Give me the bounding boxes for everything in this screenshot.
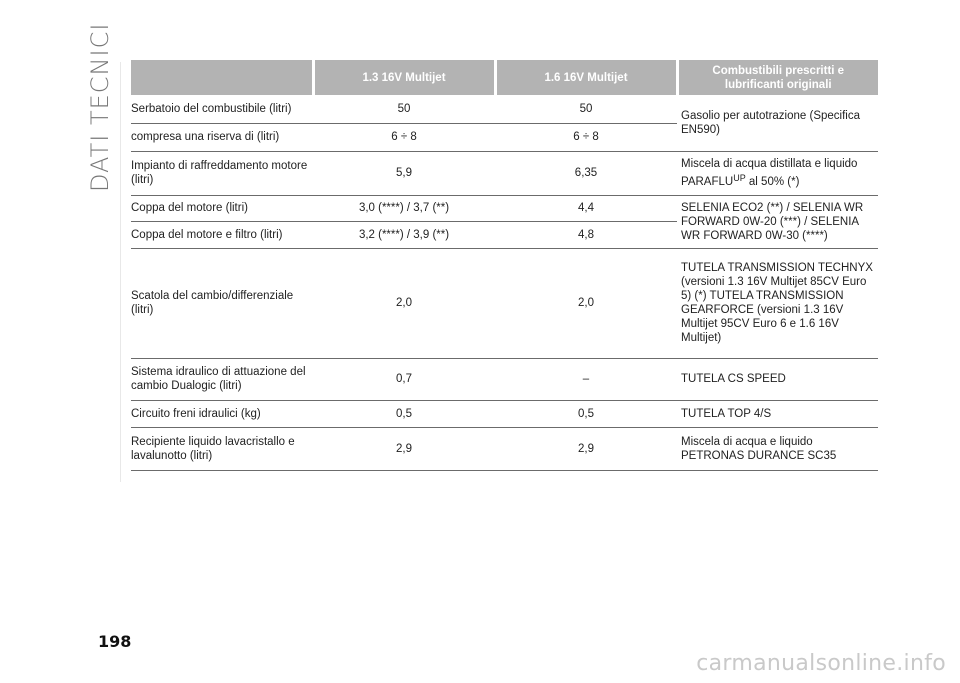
value-1-3: 50 [313, 95, 495, 124]
capacities-table: 1.3 16V Multijet 1.6 16V Multijet Combus… [131, 60, 878, 471]
table-row: Sistema idraulico di attuazione del camb… [131, 358, 878, 401]
fluid-spec: SELENIA ECO2 (**) / SELENIA WR FORWARD 0… [677, 195, 878, 249]
value-1-6: 6 ÷ 8 [495, 123, 677, 152]
row-label: Scatola del cambio/differenziale (litri) [131, 248, 313, 359]
table-row: Coppa del motore e filtro (litri) 3,2 (*… [131, 221, 878, 249]
value-1-3: 5,9 [313, 151, 495, 196]
row-label: compresa una riserva di (litri) [131, 123, 313, 152]
value-1-3: 3,2 (****) / 3,9 (**) [313, 221, 495, 249]
value-1-3: 0,5 [313, 400, 495, 428]
table-header-row: 1.3 16V Multijet 1.6 16V Multijet Combus… [131, 60, 878, 95]
value-1-3: 3,0 (****) / 3,7 (**) [313, 195, 495, 222]
table-row: Coppa del motore (litri) 3,0 (****) / 3,… [131, 195, 878, 249]
fluid-spec-superscript: UP [733, 173, 746, 183]
header-engine-1-3: 1.3 16V Multijet [313, 60, 497, 95]
fluid-spec: TUTELA TRANSMISSION TECHNYX (versioni 1.… [677, 248, 878, 359]
value-1-3: 0,7 [313, 358, 495, 401]
value-1-6: 4,4 [495, 195, 677, 222]
table-row: Scatola del cambio/differenziale (litri)… [131, 248, 878, 359]
value-1-6: – [495, 358, 677, 401]
table-row: Serbatoio del combustibile (litri) 50 50… [131, 95, 878, 152]
header-fluids: Combustibili prescritti e lubrificanti o… [677, 60, 878, 95]
fluid-spec: Miscela di acqua distillata e liquido PA… [677, 151, 878, 196]
value-1-6: 4,8 [495, 221, 677, 249]
header-engine-1-6: 1.6 16V Multijet [495, 60, 679, 95]
table-row: Circuito freni idraulici (kg) 0,5 0,5 TU… [131, 400, 878, 428]
value-1-6: 50 [495, 95, 677, 124]
row-label: Coppa del motore e filtro (litri) [131, 221, 313, 249]
value-1-6: 6,35 [495, 151, 677, 196]
section-divider [120, 62, 121, 482]
fluid-spec-suffix: al 50% (*) [745, 176, 800, 188]
value-1-6: 2,0 [495, 248, 677, 359]
value-1-3: 6 ÷ 8 [313, 123, 495, 152]
table-row: Recipiente liquido lavacristallo e laval… [131, 427, 878, 471]
page-number: 198 [98, 632, 132, 651]
table-row: compresa una riserva di (litri) 6 ÷ 8 6 … [131, 123, 878, 152]
row-label: Recipiente liquido lavacristallo e laval… [131, 427, 313, 471]
fluid-spec-text: Miscela di acqua distillata e liquido PA… [681, 158, 858, 188]
row-label: Sistema idraulico di attuazione del camb… [131, 358, 313, 401]
fluid-spec: Gasolio per autotrazione (Specifica EN59… [677, 95, 878, 152]
value-1-6: 2,9 [495, 427, 677, 471]
row-label: Impianto di raffreddamento motore (litri… [131, 151, 313, 196]
value-1-3: 2,0 [313, 248, 495, 359]
row-label: Circuito freni idraulici (kg) [131, 400, 313, 428]
fluid-spec: TUTELA CS SPEED [677, 358, 878, 401]
fluid-spec: TUTELA TOP 4/S [677, 400, 878, 428]
section-title: DATI TECNICI [82, 23, 118, 192]
header-empty [131, 60, 315, 95]
watermark: carmanualsonline.info [696, 651, 946, 676]
fluid-spec: Miscela di acqua e liquido PETRONAS DURA… [677, 427, 878, 471]
value-1-6: 0,5 [495, 400, 677, 428]
row-label: Serbatoio del combustibile (litri) [131, 95, 313, 124]
row-label: Coppa del motore (litri) [131, 195, 313, 222]
table-row: Impianto di raffreddamento motore (litri… [131, 151, 878, 196]
section-title-text: DATI TECNICI [86, 22, 114, 192]
value-1-3: 2,9 [313, 427, 495, 471]
